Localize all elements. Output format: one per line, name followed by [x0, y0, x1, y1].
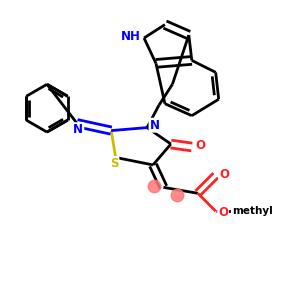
Text: methyl: methyl [232, 206, 272, 216]
Text: O: O [196, 139, 206, 152]
Text: S: S [110, 157, 118, 170]
Text: NH: NH [121, 30, 140, 43]
Text: O: O [218, 206, 228, 219]
Text: N: N [73, 123, 83, 136]
Text: N: N [149, 119, 160, 132]
Text: O: O [219, 168, 229, 181]
